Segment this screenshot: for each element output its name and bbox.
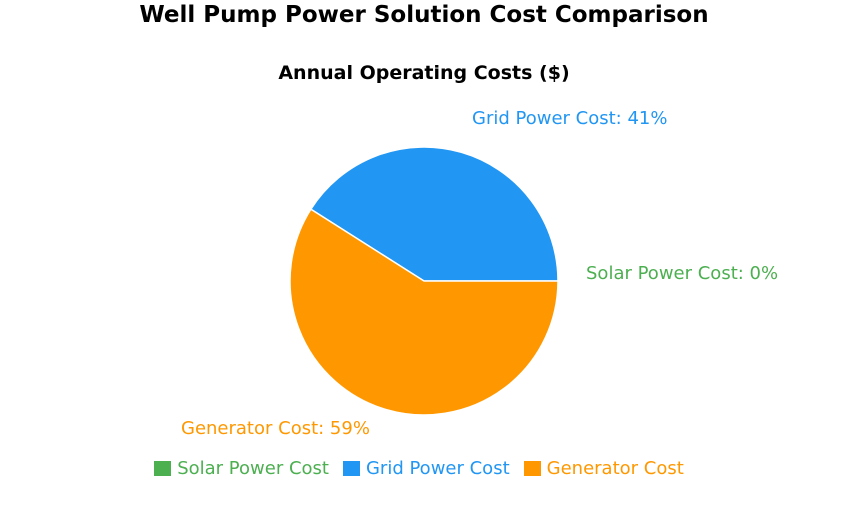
legend-label-grid: Grid Power Cost <box>365 458 510 479</box>
legend-item-solar[interactable]: Solar Power Cost <box>154 458 329 479</box>
legend-swatch-solar <box>154 461 172 476</box>
data-label-solar: Solar Power Cost: 0% <box>586 263 779 284</box>
chart-title: Well Pump Power Solution Cost Comparison <box>139 2 709 28</box>
legend-item-generator[interactable]: Generator Cost <box>523 458 684 479</box>
legend: Solar Power Cost Grid Power Cost Generat… <box>0 458 838 479</box>
data-label-generator: Generator Cost: 59% <box>181 418 370 439</box>
data-label-grid: Grid Power Cost: 41% <box>472 108 668 129</box>
legend-swatch-grid <box>342 461 360 476</box>
legend-swatch-generator <box>523 461 541 476</box>
pie-slice-grid-power-cost[interactable] <box>309 146 559 282</box>
legend-label-solar: Solar Power Cost <box>177 458 329 479</box>
legend-item-grid[interactable]: Grid Power Cost <box>342 458 510 479</box>
pie-slice-generator-cost[interactable] <box>289 208 559 416</box>
chart-subtitle: Annual Operating Costs ($) <box>278 62 570 84</box>
legend-label-generator: Generator Cost <box>546 458 684 479</box>
